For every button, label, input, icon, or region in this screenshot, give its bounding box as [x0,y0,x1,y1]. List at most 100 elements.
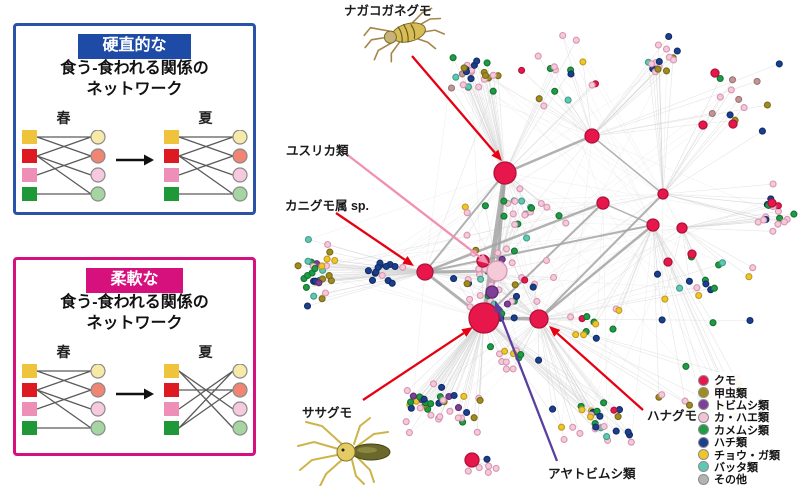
network-node [542,256,551,265]
network-node [477,275,485,283]
network-node [518,197,526,205]
network-hub-r2 [596,196,610,210]
rigid-spring-label: 春 [56,110,71,127]
network-node [303,302,312,310]
sasagumo-arrowhead-icon [461,327,473,337]
network-node [726,111,734,119]
network-node [540,102,548,110]
network-node [452,73,460,81]
network-node [510,314,518,322]
network-node [533,297,541,305]
network-node [614,413,622,421]
legend-color-dot [698,387,709,399]
flexible-summer-label: 夏 [198,344,213,361]
legend-item: チョウ・ガ類 [698,448,780,462]
network-node [407,404,415,412]
network-node [481,71,490,80]
network-node [463,280,471,288]
sasagumo-label: ササグモ [302,406,353,420]
legend-item: 甲虫類 [698,386,780,400]
network-node [749,264,757,272]
network-node [463,231,471,239]
network-node [454,414,462,422]
network-node [427,400,435,408]
network-node [399,263,407,271]
sasagumo-spider-illustration [297,417,391,486]
network-node [758,127,766,135]
hanagumo-arrowhead-icon [549,326,561,337]
network-node [716,93,724,101]
network-node [654,41,662,49]
network-node [368,276,377,284]
network-node [294,262,302,270]
network-node [364,267,372,275]
network-node [454,404,463,412]
network-node [460,64,468,72]
network-hub-blr [464,452,480,468]
annotation-arrows-layer [335,55,644,462]
network-node [746,316,754,325]
network-node [475,464,483,472]
network-node [483,59,491,67]
network-node [774,220,782,228]
network-node [728,76,737,84]
network-hub-tr [584,128,600,144]
network-node [439,396,447,404]
network-node [516,185,524,193]
network-node [512,292,521,300]
network-node [501,347,509,355]
network-node [486,343,495,351]
legend-item: その他 [698,473,780,486]
network-node [302,283,310,291]
network-node [615,306,623,314]
network-node [612,427,620,435]
network-node [391,262,399,271]
network-node [489,71,497,79]
rigid-season-diagrams: 春 夏 [16,108,253,202]
network-hub-ayato [485,285,499,299]
network-node [502,245,511,253]
network-node [682,362,690,370]
network-node [592,334,600,342]
network-node [658,316,666,324]
network-node [464,467,472,475]
network-node [450,391,458,400]
network-node [470,414,478,422]
network-node [564,96,572,104]
network-node [716,74,724,83]
network-node [416,404,424,412]
network-node [576,429,584,437]
network-node [304,257,312,265]
network-node [624,428,632,436]
network-node [382,262,390,270]
network-hub-naga [493,161,517,185]
network-node [550,63,558,71]
rigid-spring-bipartite-network [21,130,106,202]
network-node [740,104,748,112]
network-node [578,406,586,414]
legend-color-dot [698,374,709,386]
network-node [503,300,511,308]
network-node [529,283,537,291]
network-node [572,331,580,339]
network-node [537,199,545,208]
season-transition-arrow-icon [115,154,154,166]
network-node [535,356,543,364]
network-node [662,45,671,53]
network-node [518,66,526,74]
network-node [662,67,671,75]
season-transition-arrow-icon [115,388,154,400]
flexible-badge: 柔軟な [86,268,183,293]
network-node [681,397,689,405]
network-node [774,207,782,215]
network-node [669,56,678,64]
nagakoganegumo-arrowhead-icon [491,149,502,161]
network-node [323,255,331,263]
rigid-summer-bipartite-network [163,130,248,202]
network-node [718,259,727,267]
network-node [450,275,458,283]
network-node [550,273,558,282]
network-node [665,32,673,41]
network-node [517,351,525,359]
legend-label: 甲虫類 [714,387,747,400]
